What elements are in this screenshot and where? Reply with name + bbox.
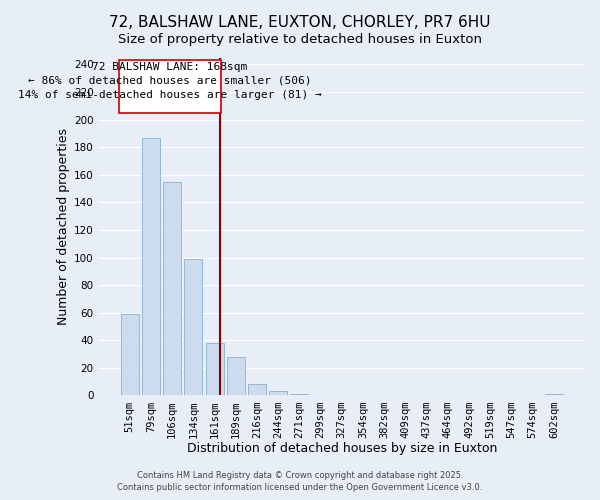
Bar: [545, 394, 563, 396]
Bar: [269, 392, 287, 396]
X-axis label: Distribution of detached houses by size in Euxton: Distribution of detached houses by size …: [187, 442, 497, 455]
Bar: [163, 182, 181, 396]
Text: 72, BALSHAW LANE, EUXTON, CHORLEY, PR7 6HU: 72, BALSHAW LANE, EUXTON, CHORLEY, PR7 6…: [109, 15, 491, 30]
Bar: [121, 314, 139, 396]
Text: Contains HM Land Registry data © Crown copyright and database right 2025.
Contai: Contains HM Land Registry data © Crown c…: [118, 471, 482, 492]
Bar: [184, 259, 202, 396]
Bar: [227, 357, 245, 396]
Bar: [206, 343, 224, 396]
Text: Size of property relative to detached houses in Euxton: Size of property relative to detached ho…: [118, 32, 482, 46]
FancyBboxPatch shape: [119, 60, 221, 112]
Bar: [290, 394, 308, 396]
Y-axis label: Number of detached properties: Number of detached properties: [57, 128, 70, 325]
Bar: [142, 138, 160, 396]
Bar: [248, 384, 266, 396]
Text: 72 BALSHAW LANE: 168sqm
← 86% of detached houses are smaller (506)
14% of semi-d: 72 BALSHAW LANE: 168sqm ← 86% of detache…: [18, 62, 322, 100]
